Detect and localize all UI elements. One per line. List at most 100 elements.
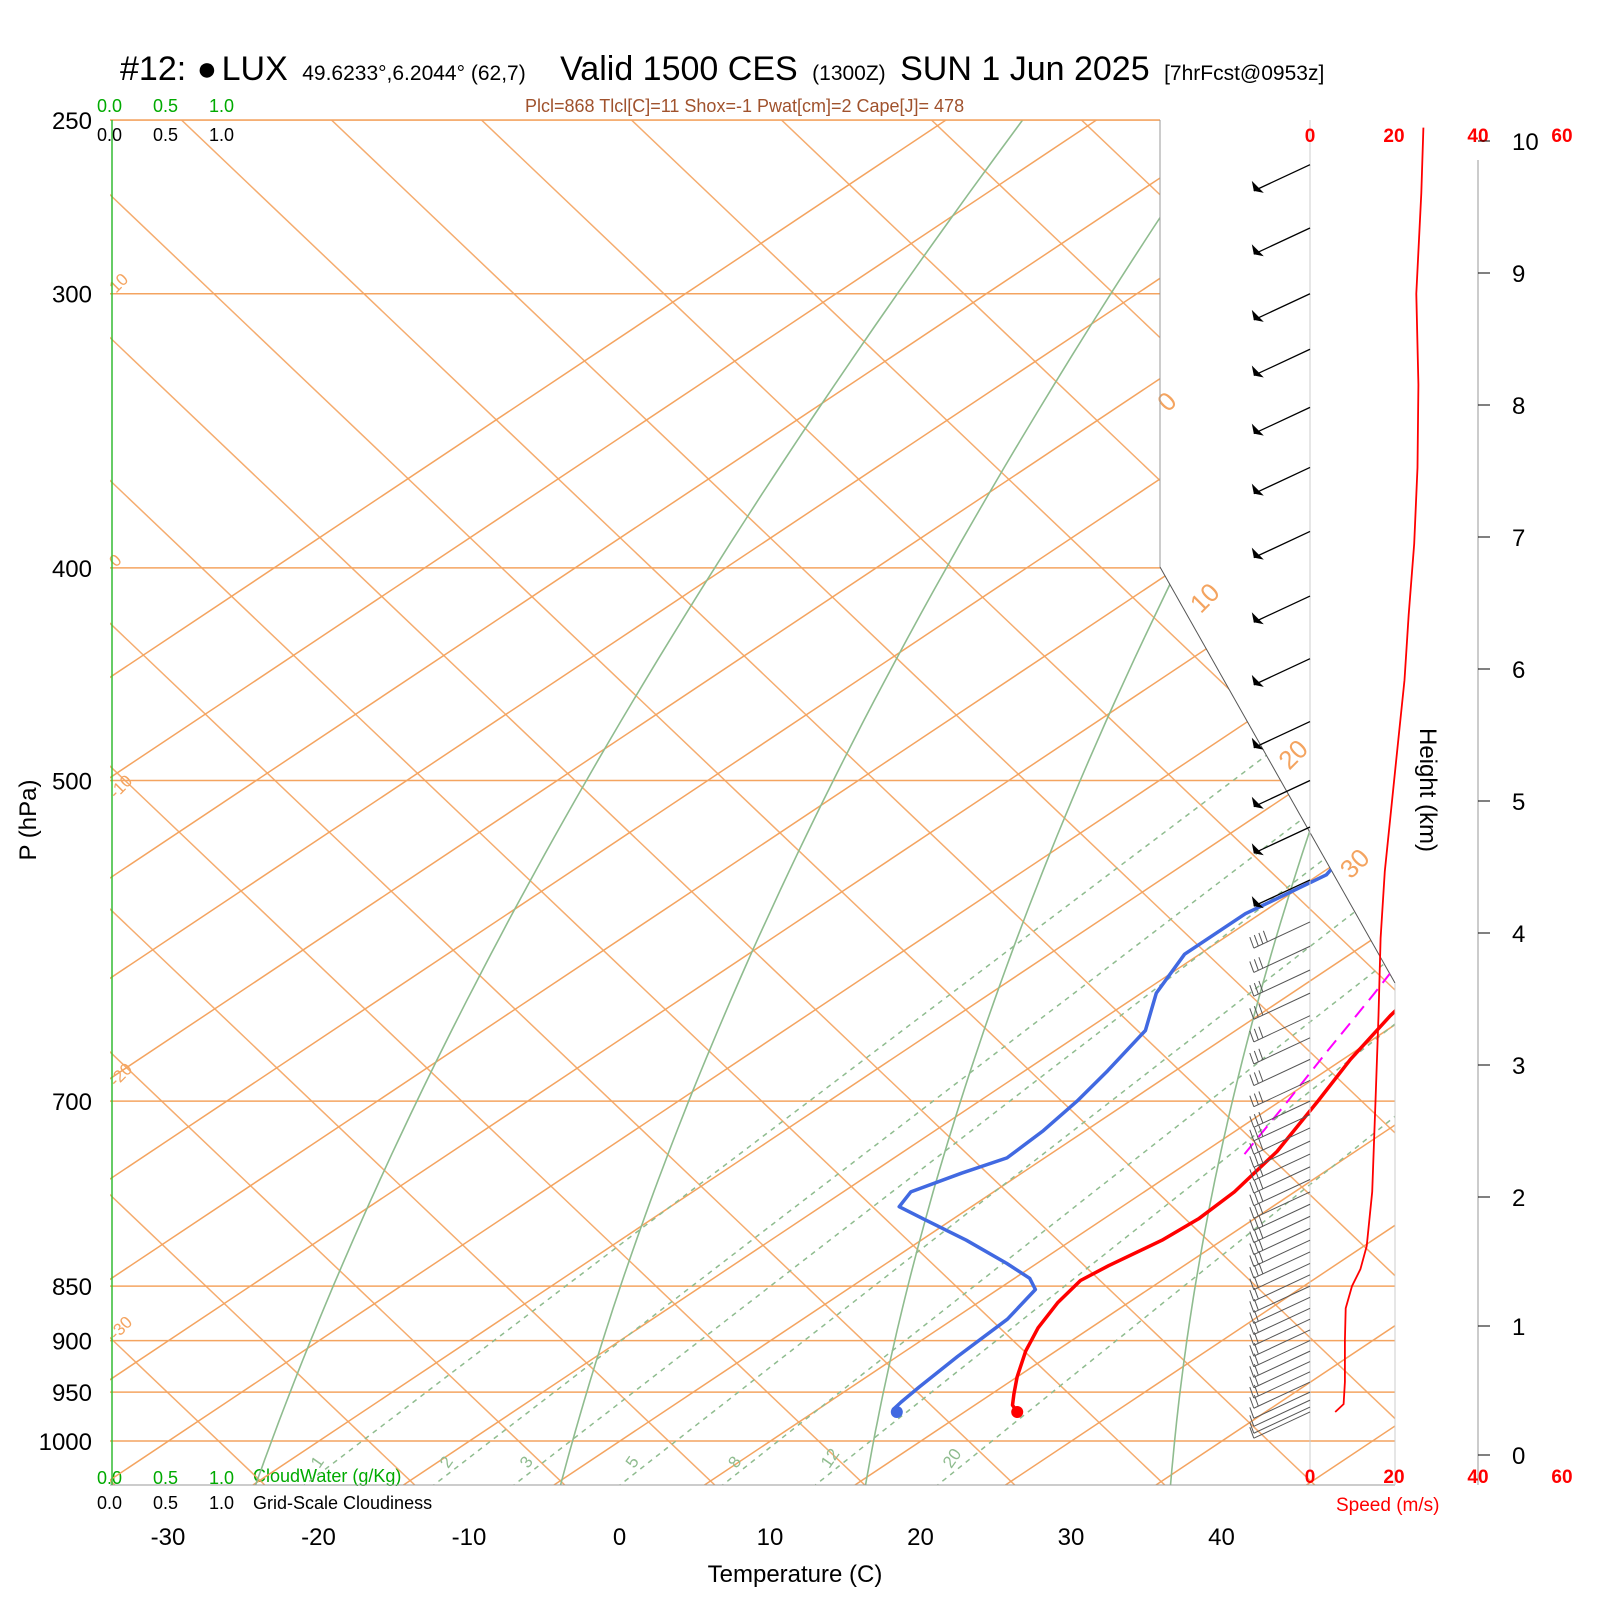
barb-staff	[1253, 1350, 1311, 1378]
barb-pennant	[1251, 483, 1264, 496]
isotherm	[399, 120, 1395, 1485]
barb-pennant	[1251, 674, 1264, 687]
barb-feather	[1258, 1190, 1264, 1202]
cloudiness-tick-top: 0.5	[153, 125, 178, 145]
isotherm	[110, 120, 1395, 1485]
barb-staff	[1253, 1179, 1311, 1207]
dry-adiabat	[1169, 120, 1395, 1485]
barb-staff	[1253, 1391, 1311, 1419]
height-tick-label: 0	[1512, 1443, 1525, 1470]
height-tick-label: 2	[1512, 1185, 1525, 1212]
adiabat-guide	[1199, 120, 1395, 1485]
y-axis-title: P (hPa)	[15, 780, 42, 861]
cloudwater-tick-top: 0.0	[97, 96, 122, 116]
barb-feather	[1253, 1166, 1259, 1179]
wind-barb	[1249, 1239, 1311, 1267]
barb-staff	[1253, 1262, 1311, 1291]
isotherm	[110, 120, 1395, 1485]
barb-feather	[1249, 936, 1255, 949]
isotherm-label: 10	[105, 270, 132, 297]
station-coords: 49.6233°,6.2044° (62,7)	[302, 62, 525, 85]
temperature-tick-label: 20	[907, 1524, 934, 1551]
barb-feather	[1253, 1287, 1259, 1300]
wind-barb	[1249, 1227, 1311, 1256]
cloudiness-tick-bottom: 0.5	[153, 1493, 178, 1513]
barb-feather	[1253, 1192, 1259, 1204]
barb-feather	[1258, 1251, 1264, 1263]
barb-feather	[1253, 1276, 1259, 1288]
mixing-ratio-line	[616, 567, 1395, 1485]
isotherm	[110, 120, 1395, 1485]
speed-tick-label: 20	[1383, 1467, 1404, 1488]
dewpoint-line	[891, 148, 1395, 1414]
isotherm	[1302, 120, 1395, 1485]
wind-barb	[1249, 1058, 1311, 1087]
barb-feather	[1249, 1095, 1255, 1107]
barb-feather	[1249, 1278, 1255, 1290]
adiabat-guide	[599, 120, 1395, 1485]
isotherm	[110, 120, 1395, 1485]
barb-pennant	[1251, 612, 1264, 625]
barb-pennant	[1251, 423, 1264, 436]
mixing-ratio-line	[300, 567, 1395, 1485]
barb-feather	[1249, 1074, 1255, 1086]
barb-feather	[1249, 1266, 1255, 1279]
barb-feather	[1253, 1179, 1259, 1192]
barb-staff	[1253, 1251, 1311, 1279]
plot-frame	[110, 119, 1396, 1486]
temperature-tick-label: 30	[1058, 1524, 1085, 1551]
dry-adiabat	[1476, 81, 1600, 1487]
wind-barb	[1249, 921, 1311, 949]
barb-feather	[1249, 1142, 1255, 1155]
wind-barb	[1249, 1015, 1311, 1043]
barb-feather	[1258, 1003, 1264, 1016]
adiabat-guide	[110, 120, 1126, 1485]
adiabat-guide	[110, 120, 1276, 1485]
barb-feather	[1253, 1253, 1259, 1265]
barb-feather	[1258, 1215, 1264, 1227]
barb-staff	[1253, 1203, 1311, 1231]
pressure-tick-label: 950	[52, 1380, 92, 1407]
wind-barb	[1249, 1406, 1311, 1434]
barb-staff	[1253, 1274, 1311, 1302]
adiabat-guide	[299, 120, 1395, 1485]
barb-feather	[1249, 1116, 1255, 1128]
barb-feather	[1249, 1344, 1255, 1357]
barb-staff	[1253, 1329, 1311, 1357]
isotherm-label: 0	[1151, 386, 1182, 417]
barb-staff	[1253, 720, 1311, 749]
adiabat-guide	[110, 120, 976, 1485]
isotherm	[110, 120, 1306, 1485]
height-tick-label: 10	[1512, 129, 1539, 156]
adiabat-guide	[449, 120, 1395, 1485]
barb-feather	[1253, 1028, 1259, 1040]
sounding-indices: Plcl=868 Tlcl[C]=11 Shox=-1 Pwat[cm]=2 C…	[525, 96, 964, 116]
wind-barb	[1249, 1215, 1311, 1244]
station-id: #12:	[120, 50, 186, 88]
barb-staff	[1253, 1318, 1311, 1346]
cloudiness-tick-bottom: 0.0	[97, 1493, 122, 1513]
height-tick-label: 9	[1512, 261, 1525, 288]
pressure-tick-label: 500	[52, 769, 92, 796]
wind-barb	[1251, 720, 1311, 750]
speed-tick-label: 0	[1305, 1467, 1316, 1488]
barb-feather	[1258, 1262, 1264, 1275]
dry-adiabat	[253, 120, 1053, 1485]
cloudwater-tick-top: 1.0	[209, 96, 234, 116]
cloudwater-tick-bottom: 0.5	[153, 1468, 178, 1488]
pressure-tick-label: 300	[52, 282, 92, 309]
pressure-tick-label: 700	[52, 1089, 92, 1116]
isotherm	[110, 120, 1395, 1485]
speed-tick-label: 60	[1551, 126, 1572, 147]
height-tick-label: 5	[1512, 789, 1525, 816]
barb-feather	[1258, 1202, 1264, 1215]
height-tick-label: 6	[1512, 657, 1525, 684]
wind-barb	[1251, 595, 1311, 625]
wind-barb	[1251, 530, 1311, 560]
barb-feather	[1249, 1030, 1255, 1043]
wind-barb	[1251, 879, 1311, 909]
barb-staff	[1253, 879, 1311, 907]
barb-feather	[1249, 1231, 1255, 1243]
temperature-surface-marker	[1011, 1405, 1024, 1418]
temperature-tick-label: 10	[757, 1524, 784, 1551]
